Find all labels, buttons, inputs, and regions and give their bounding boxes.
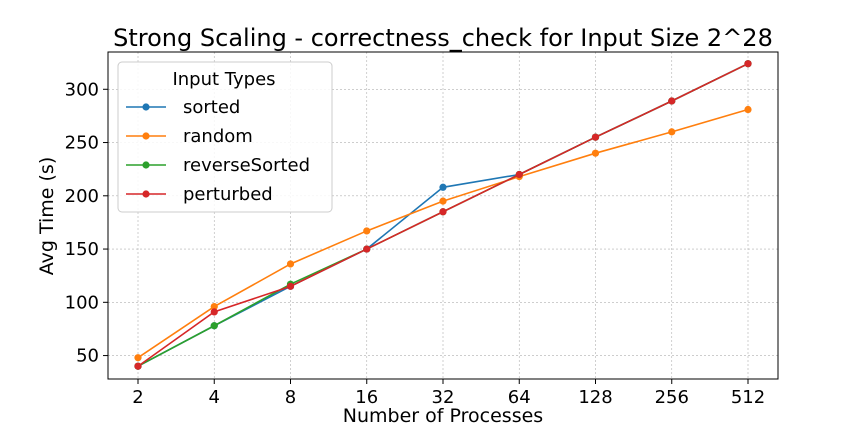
y-axis-label: Avg Time (s) — [36, 157, 58, 276]
x-tick-label: 128 — [578, 387, 612, 408]
y-tick-label: 50 — [76, 346, 99, 367]
legend: Input Types sorted random reverseSorted per… — [117, 61, 333, 213]
data-point — [134, 354, 142, 362]
series-perturbed — [134, 60, 752, 370]
data-point — [286, 260, 295, 268]
legend-swatch-marker — [142, 161, 150, 169]
x-tick-label: 64 — [508, 387, 531, 408]
legend-label: reverseSorted — [183, 155, 310, 176]
chart-title: Strong Scaling - correctness_check for I… — [113, 24, 773, 52]
x-axis-label: Number of Processes — [343, 405, 543, 427]
legend-item: reverseSorted — [126, 155, 310, 176]
legend-swatch-marker — [142, 103, 150, 111]
legend-label: sorted — [183, 97, 240, 118]
x-tick-label: 512 — [731, 387, 765, 408]
legend-swatch-marker — [142, 132, 150, 140]
data-point — [744, 105, 752, 114]
x-tick-label: 4 — [209, 387, 220, 408]
data-point — [439, 183, 447, 191]
legend-item: sorted — [126, 97, 240, 118]
data-point — [591, 149, 600, 157]
y-axis: 50 100 150 200 250 300 — [65, 79, 108, 367]
x-tick-label: 2 — [132, 387, 143, 408]
data-point — [286, 282, 295, 290]
legend-item: random — [126, 126, 253, 147]
y-tick-label: 150 — [65, 239, 99, 260]
data-point — [363, 227, 371, 235]
x-axis: 2 4 8 16 32 64 128 256 512 — [132, 379, 765, 408]
data-point — [363, 245, 371, 253]
data-point — [515, 170, 523, 179]
y-tick-label: 250 — [65, 133, 99, 154]
data-point — [744, 60, 752, 68]
data-point — [134, 362, 142, 370]
y-tick-label: 100 — [65, 292, 99, 313]
legend-swatch-marker — [142, 190, 150, 198]
y-tick-label: 300 — [65, 79, 99, 100]
data-point — [210, 308, 218, 316]
legend-label: perturbed — [183, 184, 273, 205]
x-tick-label: 8 — [285, 387, 296, 408]
data-point — [210, 302, 218, 311]
data-point — [591, 133, 600, 141]
series-layer — [134, 60, 752, 370]
y-tick-label: 200 — [65, 186, 99, 207]
x-tick-label: 16 — [355, 387, 378, 408]
data-point — [439, 197, 447, 205]
data-point — [210, 322, 218, 330]
data-point — [439, 208, 447, 216]
legend-label: random — [183, 126, 253, 147]
legend-item: perturbed — [126, 184, 273, 205]
x-tick-label: 256 — [655, 387, 689, 408]
data-point — [668, 128, 676, 136]
x-tick-label: 32 — [432, 387, 455, 408]
legend-box — [117, 61, 333, 213]
data-point — [668, 97, 676, 105]
legend-title: Input Types — [172, 69, 275, 90]
